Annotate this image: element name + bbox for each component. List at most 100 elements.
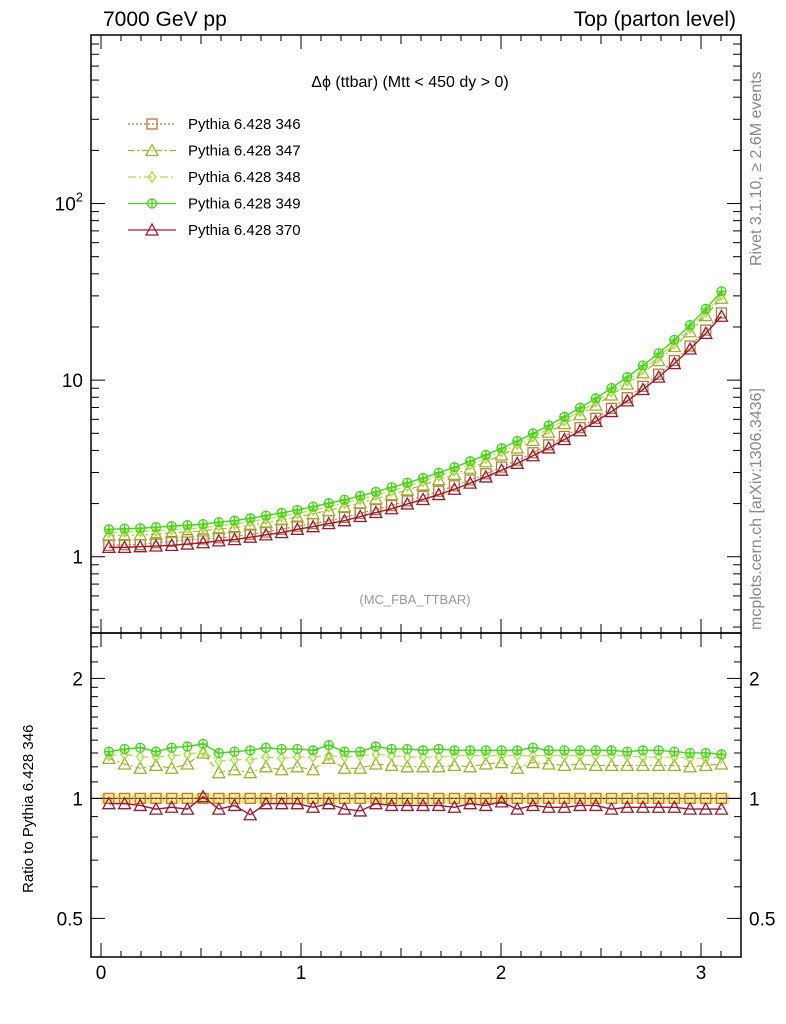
- main-data-point: [418, 475, 428, 488]
- main-data-point: [464, 456, 476, 467]
- legend-label: Pythia 6.428 349: [188, 196, 301, 213]
- main-data-point: [355, 493, 365, 506]
- ratio-data-point: [573, 798, 588, 812]
- main-data-point: [480, 468, 492, 480]
- main-data-point: [135, 523, 146, 534]
- main-data-point: [307, 501, 319, 512]
- main-data-point: [573, 423, 588, 437]
- ratio-data-point: [323, 740, 334, 751]
- main-data-point: [386, 482, 397, 493]
- ratio-data-point: [133, 798, 148, 812]
- main-data-point: [321, 503, 336, 517]
- main-data-point: [274, 512, 289, 526]
- ratio-data-point: [635, 758, 651, 772]
- ratio-data-point: [274, 796, 289, 810]
- ratio-data-point: [308, 750, 318, 764]
- ratio-data-point: [494, 755, 509, 769]
- main-data-point: [478, 469, 493, 483]
- main-data-point: [543, 420, 554, 431]
- main-data-point: [559, 411, 570, 422]
- main-data-point: [604, 387, 619, 401]
- ratio-data-point: [622, 746, 633, 757]
- main-data-point: [293, 507, 302, 520]
- main-data-point: [401, 495, 413, 507]
- ratio-data-point: [698, 758, 713, 772]
- main-series-line: [108, 315, 722, 549]
- ratio-data-point: [148, 758, 164, 772]
- ratio-data-point: [355, 746, 366, 757]
- ratio-data-point: [134, 792, 146, 805]
- ratio-data-point: [401, 792, 413, 805]
- ratio-data-point: [354, 792, 366, 805]
- ratio-data-point: [227, 762, 242, 776]
- ratio-data-point: [478, 756, 493, 770]
- x-tick-label: 0: [96, 963, 107, 984]
- ratio-data-point: [557, 799, 572, 813]
- ratio-data-point: [415, 759, 431, 773]
- main-data-point: [324, 500, 334, 513]
- ratio-data-point: [261, 750, 271, 764]
- main-data-point: [196, 535, 211, 549]
- main-data-point: [620, 393, 635, 407]
- main-data-point: [417, 490, 429, 502]
- ratio-data-point: [637, 792, 649, 805]
- ratio-data-point: [463, 759, 478, 773]
- main-data-point: [197, 518, 209, 530]
- main-data-point: [402, 477, 413, 489]
- main-data-point: [415, 477, 431, 491]
- ratio-data-point: [525, 798, 541, 812]
- ratio-data-point: [559, 745, 570, 756]
- legend-label: Pythia 6.428 370: [188, 222, 301, 239]
- ratio-data-point: [368, 796, 383, 810]
- main-data-point: [714, 308, 729, 322]
- ratio-data-point: [668, 792, 680, 805]
- main-data-point: [667, 356, 682, 370]
- ratio-data-point: [101, 751, 116, 765]
- main-data-point: [164, 525, 179, 539]
- main-data-point: [525, 448, 541, 462]
- legend-item: Pythia 6.428 348: [128, 169, 301, 186]
- main-data-point: [338, 511, 351, 524]
- ratio-data-point: [527, 792, 539, 805]
- ratio-data-point: [321, 751, 336, 765]
- ratio-data-point: [104, 749, 114, 762]
- main-data-point: [557, 432, 572, 446]
- main-data-point: [274, 525, 289, 539]
- main-data-point: [387, 484, 396, 498]
- main-data-point: [321, 516, 336, 530]
- main-data-point: [197, 533, 209, 545]
- ratio-data-point: [433, 743, 444, 755]
- ratio-data-point: [307, 792, 319, 805]
- ratio-data-point: [717, 750, 726, 764]
- main-data-point: [431, 487, 446, 501]
- ratio-data-point: [290, 759, 305, 773]
- main-data-point: [339, 494, 350, 505]
- ratio-data-point: [117, 756, 132, 770]
- main-data-point: [700, 324, 712, 336]
- ratio-data-point: [418, 750, 428, 764]
- main-series-4: [101, 308, 729, 554]
- ratio-data-point: [653, 745, 664, 756]
- main-data-point: [384, 501, 399, 515]
- legend-item: Pythia 6.428 347: [128, 143, 301, 160]
- ratio-data-point: [557, 758, 572, 772]
- main-data-point: [480, 449, 491, 461]
- main-data-point: [433, 467, 444, 478]
- main-data-point: [651, 369, 666, 383]
- ratio-data-point: [512, 745, 523, 756]
- main-data-point: [684, 319, 696, 331]
- x-tick-label: 3: [696, 963, 707, 984]
- ratio-data-point: [385, 792, 398, 805]
- ratio-series-line: [108, 743, 722, 756]
- ratio-data-point: [573, 756, 588, 770]
- main-data-point: [150, 522, 162, 533]
- ratio-data-point: [196, 789, 211, 803]
- ratio-data-point: [604, 801, 619, 815]
- ratio-data-point: [528, 749, 538, 762]
- main-data-point: [368, 505, 383, 519]
- main-data-point: [715, 307, 728, 319]
- legend-label: Pythia 6.428 346: [188, 116, 301, 133]
- main-data-point: [211, 533, 226, 547]
- main-data-point: [166, 521, 177, 532]
- main-data-point: [541, 440, 556, 454]
